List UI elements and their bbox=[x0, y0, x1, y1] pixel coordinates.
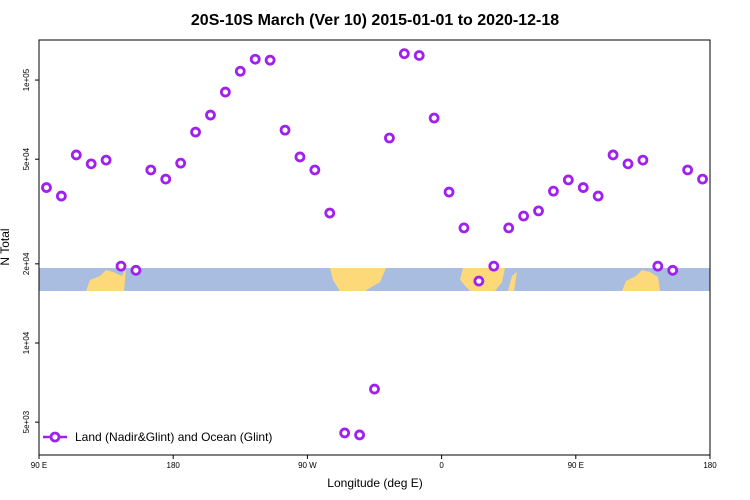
x-tick-label: 180 bbox=[703, 461, 717, 470]
point bbox=[503, 222, 515, 234]
y-tick-label: 5e+03 bbox=[22, 410, 31, 433]
point bbox=[324, 207, 336, 219]
point bbox=[652, 260, 664, 272]
point bbox=[384, 132, 395, 144]
point bbox=[115, 260, 127, 272]
point bbox=[443, 186, 455, 198]
point bbox=[294, 151, 306, 163]
point bbox=[190, 126, 201, 138]
point bbox=[100, 154, 112, 166]
point bbox=[175, 157, 187, 169]
point bbox=[398, 48, 410, 60]
point bbox=[279, 124, 291, 136]
legend-label: Land (Nadir&Glint) and Ocean (Glint) bbox=[75, 430, 272, 444]
x-tick-label: 180 bbox=[167, 461, 181, 470]
point bbox=[264, 54, 276, 66]
point bbox=[85, 158, 97, 170]
point bbox=[70, 149, 82, 161]
chart-title: 20S-10S March (Ver 10) 2015-01-01 to 202… bbox=[191, 12, 559, 29]
point bbox=[518, 210, 530, 222]
point bbox=[354, 429, 365, 441]
point bbox=[205, 109, 216, 121]
y-axis-label: N Total bbox=[0, 228, 12, 265]
point bbox=[130, 264, 142, 276]
y-tick-label: 1e+05 bbox=[22, 68, 31, 91]
point bbox=[41, 182, 52, 193]
point bbox=[533, 205, 544, 217]
plot-frame bbox=[38, 39, 711, 456]
x-axis-label: Longitude (deg E) bbox=[327, 476, 422, 490]
point bbox=[55, 190, 67, 202]
x-tick-label: 0 bbox=[439, 461, 444, 470]
point bbox=[219, 86, 231, 98]
point bbox=[682, 164, 694, 176]
point bbox=[369, 383, 380, 395]
point bbox=[234, 65, 246, 77]
point bbox=[413, 50, 425, 61]
y-tick-label: 5e+04 bbox=[22, 147, 31, 170]
point bbox=[592, 190, 604, 202]
point bbox=[309, 164, 321, 176]
y-tick-label: 2e+04 bbox=[22, 252, 31, 275]
point bbox=[145, 164, 157, 176]
point bbox=[488, 260, 500, 272]
point bbox=[428, 112, 440, 124]
x-tick-label: 90 E bbox=[31, 461, 47, 470]
map-strip bbox=[39, 268, 710, 291]
point bbox=[622, 158, 634, 170]
point bbox=[458, 222, 470, 234]
x-tick-label: 90 E bbox=[568, 461, 584, 470]
point bbox=[667, 264, 679, 276]
point bbox=[562, 174, 574, 186]
point bbox=[548, 185, 559, 197]
point bbox=[473, 275, 485, 287]
point bbox=[697, 173, 708, 185]
x-tick-label: 90 W bbox=[298, 461, 317, 470]
point bbox=[339, 427, 351, 439]
point bbox=[637, 154, 649, 166]
legend-marker bbox=[49, 431, 61, 443]
point bbox=[577, 182, 589, 193]
point bbox=[607, 149, 619, 161]
point bbox=[249, 53, 261, 65]
point bbox=[160, 173, 172, 185]
y-tick-label: 1e+04 bbox=[22, 331, 31, 354]
